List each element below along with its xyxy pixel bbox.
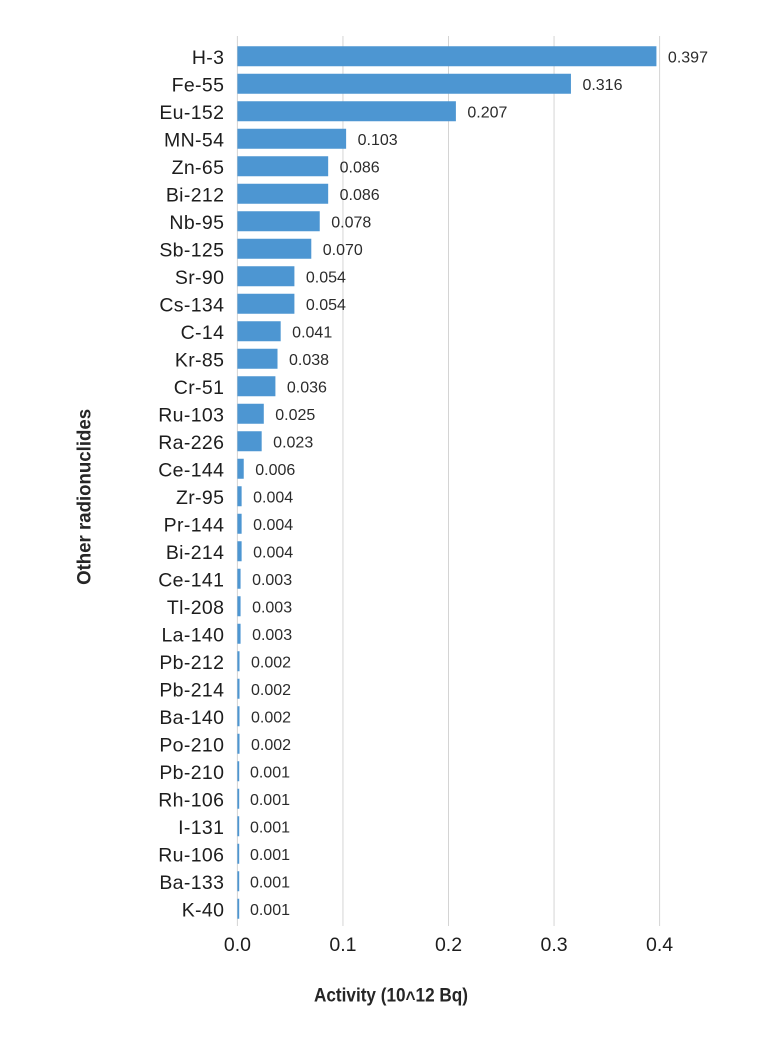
svg-text:Po-210: Po-210 — [159, 735, 224, 757]
svg-text:0.070: 0.070 — [323, 242, 363, 259]
svg-text:0.003: 0.003 — [252, 600, 292, 617]
svg-text:H-3: H-3 — [192, 47, 224, 69]
svg-text:C-14: C-14 — [181, 322, 225, 344]
svg-text:Ba-140: Ba-140 — [159, 707, 224, 729]
svg-text:0.001: 0.001 — [250, 847, 290, 864]
svg-text:0.2: 0.2 — [435, 934, 462, 956]
svg-text:0.004: 0.004 — [253, 490, 293, 507]
svg-text:Rh-106: Rh-106 — [158, 790, 224, 812]
svg-text:0.103: 0.103 — [358, 132, 398, 149]
svg-text:0.086: 0.086 — [340, 160, 380, 177]
svg-text:Ra-226: Ra-226 — [158, 432, 224, 454]
svg-text:0.397: 0.397 — [668, 50, 708, 67]
svg-text:0.025: 0.025 — [275, 407, 315, 424]
svg-text:Pb-212: Pb-212 — [159, 652, 224, 674]
svg-text:0.041: 0.041 — [292, 325, 332, 342]
svg-text:Ba-133: Ba-133 — [159, 872, 224, 894]
svg-text:Pb-210: Pb-210 — [159, 762, 224, 784]
svg-text:Nb-95: Nb-95 — [169, 212, 224, 234]
svg-text:0.3: 0.3 — [540, 934, 567, 956]
svg-text:0.001: 0.001 — [250, 902, 290, 919]
svg-text:Bi-214: Bi-214 — [166, 542, 224, 564]
svg-text:Zn-65: Zn-65 — [172, 157, 225, 179]
svg-text:Ce-141: Ce-141 — [158, 570, 224, 592]
svg-text:0.006: 0.006 — [255, 462, 295, 479]
svg-text:0.054: 0.054 — [306, 297, 346, 314]
svg-text:0.023: 0.023 — [273, 435, 313, 452]
svg-text:Pr-144: Pr-144 — [164, 515, 225, 537]
svg-text:0.001: 0.001 — [250, 792, 290, 809]
svg-text:0.002: 0.002 — [251, 655, 291, 672]
svg-text:Cr-51: Cr-51 — [174, 377, 225, 399]
svg-text:Ce-144: Ce-144 — [158, 460, 224, 482]
svg-text:0.004: 0.004 — [253, 545, 293, 562]
svg-text:Eu-152: Eu-152 — [159, 102, 224, 124]
svg-text:Bi-212: Bi-212 — [166, 185, 224, 207]
svg-text:Ru-106: Ru-106 — [158, 845, 224, 867]
svg-text:Kr-85: Kr-85 — [175, 350, 224, 372]
svg-text:0.002: 0.002 — [251, 737, 291, 754]
svg-text:0.002: 0.002 — [251, 682, 291, 699]
svg-text:0.4: 0.4 — [646, 934, 673, 956]
svg-text:0.078: 0.078 — [331, 215, 371, 232]
svg-text:0.036: 0.036 — [287, 380, 327, 397]
svg-text:0.038: 0.038 — [289, 352, 329, 369]
svg-text:0.0: 0.0 — [224, 934, 251, 956]
svg-text:La-140: La-140 — [161, 625, 224, 647]
svg-text:MN-54: MN-54 — [164, 130, 224, 152]
svg-text:0.086: 0.086 — [340, 187, 380, 204]
svg-text:0.054: 0.054 — [306, 270, 346, 287]
svg-text:0.001: 0.001 — [250, 875, 290, 892]
svg-text:Other radionuclides: Other radionuclides — [74, 409, 96, 585]
svg-text:Zr-95: Zr-95 — [176, 487, 224, 509]
svg-text:Pb-214: Pb-214 — [159, 680, 224, 702]
svg-text:Tl-208: Tl-208 — [167, 597, 224, 619]
svg-text:Sb-125: Sb-125 — [159, 240, 224, 262]
svg-text:0.207: 0.207 — [467, 105, 507, 122]
svg-text:Cs-134: Cs-134 — [159, 295, 224, 317]
svg-text:Fe-55: Fe-55 — [172, 75, 225, 97]
svg-text:0.001: 0.001 — [250, 820, 290, 837]
svg-text:Activity (10^12 Bq): Activity (10^12 Bq) — [314, 985, 468, 1010]
svg-text:0.316: 0.316 — [582, 77, 622, 94]
svg-text:0.004: 0.004 — [253, 517, 293, 534]
svg-text:0.003: 0.003 — [252, 627, 292, 644]
svg-text:I-131: I-131 — [178, 817, 224, 839]
svg-text:K-40: K-40 — [182, 900, 225, 922]
svg-text:0.003: 0.003 — [252, 572, 292, 589]
svg-text:0.1: 0.1 — [329, 934, 356, 956]
svg-text:0.002: 0.002 — [251, 710, 291, 727]
svg-text:Sr-90: Sr-90 — [175, 267, 224, 289]
svg-text:0.001: 0.001 — [250, 765, 290, 782]
svg-text:Ru-103: Ru-103 — [158, 405, 224, 427]
